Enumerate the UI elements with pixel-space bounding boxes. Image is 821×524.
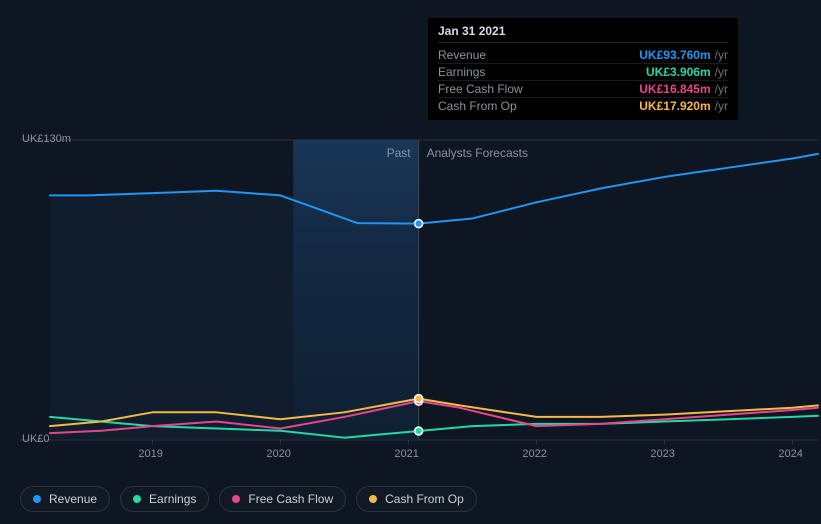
tooltip-metric-value: UK£16.845m/yr (639, 82, 728, 96)
legend-item-cfo[interactable]: Cash From Op (356, 486, 477, 512)
legend-item-fcf[interactable]: Free Cash Flow (219, 486, 346, 512)
x-tick-label: 2022 (522, 448, 546, 460)
x-tick-label: 2023 (650, 448, 674, 460)
x-tick-label: 2021 (394, 448, 418, 460)
legend-item-earnings[interactable]: Earnings (120, 486, 209, 512)
tooltip-metric-label: Cash From Op (438, 99, 517, 113)
tooltip-metric-value: UK£17.920m/yr (639, 99, 728, 113)
past-region-label: Past (387, 146, 411, 160)
legend-label: Revenue (49, 492, 97, 506)
y-tick-label: UK£0 (22, 433, 50, 445)
legend-dot-icon (33, 495, 41, 503)
tooltip-metric-label: Revenue (438, 48, 486, 62)
tooltip-row: Revenue UK£93.760m/yr (438, 47, 728, 64)
tooltip-date: Jan 31 2021 (438, 24, 728, 43)
legend-dot-icon (133, 495, 141, 503)
x-tick-label: 2024 (778, 448, 802, 460)
financials-chart: UK£0 UK£130m 2019 2020 2021 2022 2023 2024 Pas… (0, 0, 821, 524)
legend-label: Free Cash Flow (248, 492, 333, 506)
data-tooltip: Jan 31 2021 Revenue UK£93.760m/yr Earnings… (428, 18, 738, 120)
legend-dot-icon (232, 495, 240, 503)
tooltip-metric-label: Free Cash Flow (438, 82, 523, 96)
legend-label: Cash From Op (385, 492, 464, 506)
tooltip-row: Earnings UK£3.906m/yr (438, 64, 728, 81)
legend-dot-icon (369, 495, 377, 503)
legend-label: Earnings (149, 492, 196, 506)
chart-legend: Revenue Earnings Free Cash Flow Cash From O… (20, 486, 477, 512)
x-tick-label: 2020 (266, 448, 290, 460)
tooltip-row: Free Cash Flow UK£16.845m/yr (438, 81, 728, 98)
y-tick-label: UK£130m (22, 133, 71, 145)
tooltip-metric-label: Earnings (438, 65, 485, 79)
tooltip-metric-value: UK£93.760m/yr (639, 48, 728, 62)
tooltip-row: Cash From Op UK£17.920m/yr (438, 98, 728, 114)
tooltip-metric-value: UK£3.906m/yr (646, 65, 728, 79)
forecast-region-label: Analysts Forecasts (427, 146, 528, 160)
legend-item-revenue[interactable]: Revenue (20, 486, 110, 512)
x-tick-label: 2019 (138, 448, 162, 460)
